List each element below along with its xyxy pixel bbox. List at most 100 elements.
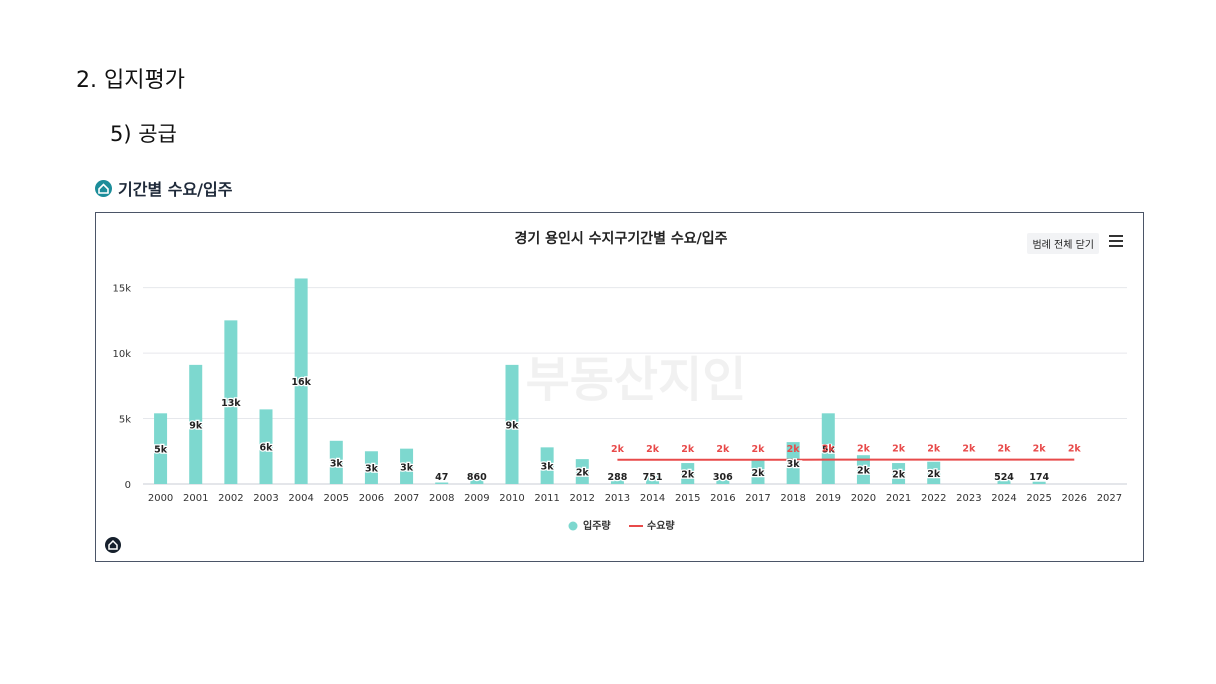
bar-2024[interactable] <box>997 477 1011 484</box>
bar-data-label: 6k <box>260 443 274 454</box>
bar-data-label: 174 <box>1029 472 1049 483</box>
bar-2017[interactable] <box>751 460 765 484</box>
bar-data-label: 3k <box>330 458 344 469</box>
bar-data-label: 2k <box>576 468 590 479</box>
x-tick-label: 2001 <box>183 493 208 504</box>
x-tick-label: 2004 <box>288 493 313 504</box>
bar-data-label: 860 <box>467 472 487 483</box>
section-title: 기간별 수요/입주 <box>95 176 232 200</box>
bar-2016[interactable] <box>716 479 730 484</box>
home-logo-icon[interactable] <box>105 537 121 553</box>
x-tick-label: 2009 <box>464 493 489 504</box>
bar-2025[interactable] <box>1032 481 1046 484</box>
bar-data-label: 306 <box>713 472 733 483</box>
line-data-label: 2k <box>1068 444 1082 455</box>
legend-toggle-button[interactable]: 범례 전체 닫기 <box>1027 233 1099 254</box>
x-tick-label: 2021 <box>886 493 911 504</box>
bar-2013[interactable] <box>610 480 624 484</box>
bar-data-label: 2k <box>927 469 941 480</box>
bar-2007[interactable] <box>400 448 414 484</box>
bar-data-label: 3k <box>541 462 555 473</box>
bar-data-label: 9k <box>506 420 520 431</box>
x-tick-label: 2014 <box>640 493 665 504</box>
chart-title: 경기 용인시 수지구기간별 수요/입주 <box>515 230 728 247</box>
section-title-text: 기간별 수요/입주 <box>118 180 233 199</box>
x-tick-label: 2002 <box>218 493 243 504</box>
bar-2004[interactable] <box>294 278 308 484</box>
bar-data-label: 524 <box>994 472 1014 483</box>
x-tick-label: 2017 <box>745 493 770 504</box>
bar-data-label: 13k <box>221 398 241 409</box>
bar-data-label: 5k <box>822 445 836 456</box>
bar-2018[interactable] <box>786 442 800 484</box>
y-tick-label: 0 <box>125 480 131 491</box>
x-tick-label: 2015 <box>675 493 700 504</box>
x-tick-label: 2010 <box>499 493 524 504</box>
line-data-label: 2k <box>787 444 801 455</box>
line-data-label: 2k <box>892 444 906 455</box>
bar-data-label: 2k <box>857 466 871 477</box>
bar-2008[interactable] <box>435 482 449 485</box>
line-data-label: 2k <box>998 444 1012 455</box>
bar-data-label: 3k <box>365 464 379 475</box>
bar-data-label: 2k <box>892 470 906 481</box>
line-data-label: 2k <box>927 444 941 455</box>
x-tick-label: 2006 <box>359 493 384 504</box>
bar-2003[interactable] <box>259 409 273 484</box>
line-data-label: 2k <box>681 444 695 455</box>
bar-data-label: 47 <box>435 472 448 483</box>
x-tick-label: 2000 <box>148 493 173 504</box>
bar-2000[interactable] <box>154 413 168 484</box>
x-tick-label: 2012 <box>570 493 595 504</box>
chart-panel: 범례 전체 닫기 경기 용인시 수지구기간별 수요/입주 부동산지인 5k 9k 1… <box>95 212 1144 562</box>
x-tick-label: 2005 <box>324 493 349 504</box>
line-data-label: 2k <box>646 444 660 455</box>
line-data-label: 2k <box>822 444 836 455</box>
bar-2019[interactable] <box>821 413 835 484</box>
x-tick-label: 2024 <box>991 493 1016 504</box>
bar-2006[interactable] <box>364 451 378 484</box>
legend-swatch-move-in[interactable] <box>568 521 578 531</box>
hamburger-menu-icon[interactable] <box>1109 235 1123 247</box>
bar-data-label: 9k <box>189 420 203 431</box>
bar-2021[interactable] <box>892 463 906 484</box>
x-tick-label: 2008 <box>429 493 454 504</box>
x-tick-label: 2026 <box>1062 493 1087 504</box>
legend-label-move-in[interactable]: 입주량 <box>583 519 611 532</box>
bar-data-label: 5k <box>154 445 168 456</box>
page-heading: 2. 입지평가 <box>76 68 185 93</box>
x-tick-label: 2016 <box>710 493 735 504</box>
bar-2012[interactable] <box>575 459 589 484</box>
line-data-label: 2k <box>716 444 730 455</box>
line-data-label: 2k <box>1033 444 1047 455</box>
bar-2005[interactable] <box>329 440 343 484</box>
bar-2020[interactable] <box>856 455 870 484</box>
page-subheading: 5) 공급 <box>110 122 177 146</box>
x-tick-label: 2022 <box>921 493 946 504</box>
bar-data-label: 2k <box>752 468 766 479</box>
legend-label-demand[interactable]: 수요량 <box>647 520 675 532</box>
bar-2010[interactable] <box>505 364 519 484</box>
line-data-label: 2k <box>857 444 871 455</box>
line-data-label: 2k <box>752 444 766 455</box>
x-tick-label: 2003 <box>253 493 278 504</box>
bar-2011[interactable] <box>540 447 554 484</box>
x-tick-label: 2011 <box>534 493 559 504</box>
x-tick-label: 2007 <box>394 493 419 504</box>
bar-data-label: 16k <box>291 377 311 388</box>
x-tick-label: 2023 <box>956 493 981 504</box>
line-data-label: 2k <box>962 444 976 455</box>
bar-2015[interactable] <box>681 463 695 484</box>
bar-data-label: 2k <box>681 470 695 481</box>
bar-2014[interactable] <box>646 474 660 484</box>
x-tick-label: 2013 <box>605 493 630 504</box>
bar-2022[interactable] <box>927 461 941 484</box>
bar-2009[interactable] <box>470 472 484 484</box>
bar-data-label: 3k <box>787 459 801 470</box>
x-tick-label: 2027 <box>1097 493 1122 504</box>
y-tick-label: 15k <box>112 284 131 295</box>
bar-2002[interactable] <box>224 320 238 484</box>
home-icon <box>95 179 112 197</box>
bar-2001[interactable] <box>189 364 203 484</box>
bar-data-label: 288 <box>608 472 628 483</box>
